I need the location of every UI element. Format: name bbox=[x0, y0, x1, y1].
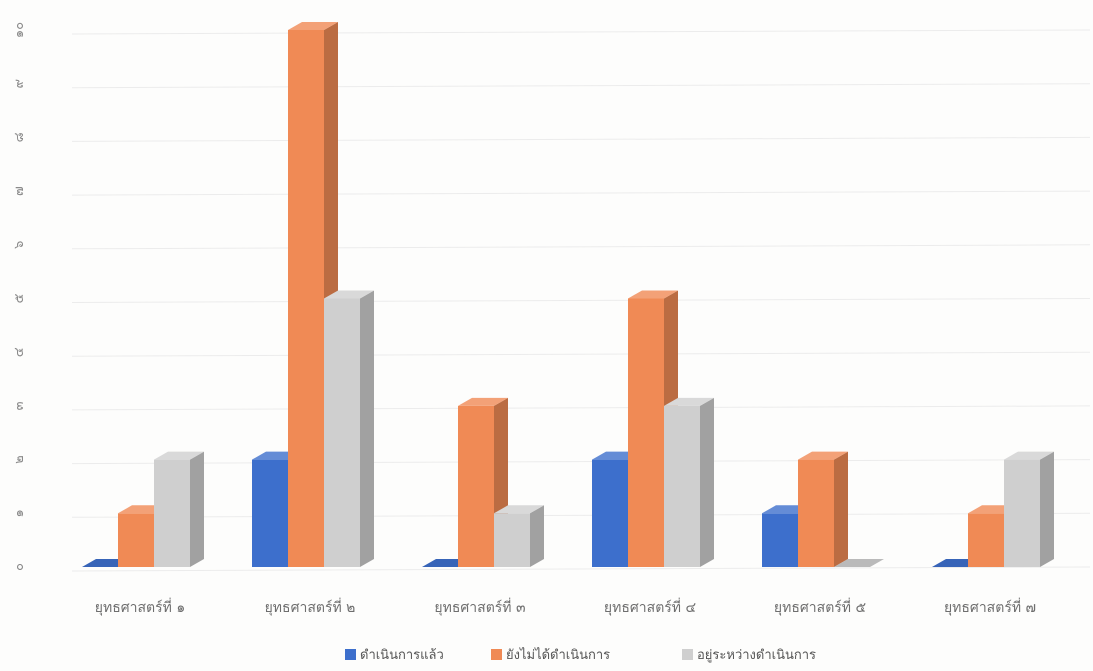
bar-side bbox=[530, 505, 544, 567]
bar-top bbox=[1004, 451, 1054, 460]
bar-side bbox=[834, 451, 848, 567]
bar-front bbox=[592, 459, 628, 567]
bar-top bbox=[288, 22, 338, 30]
bar-front bbox=[118, 513, 154, 567]
y-tick-label: ๑ bbox=[12, 509, 27, 517]
gridline bbox=[71, 83, 1091, 89]
bar-side bbox=[190, 451, 204, 567]
bar-front bbox=[324, 298, 360, 567]
bar bbox=[664, 397, 714, 567]
y-tick-label: ๑๐ bbox=[12, 22, 27, 38]
y-tick-label: ๗ bbox=[12, 186, 27, 196]
legend-swatch bbox=[682, 649, 693, 660]
y-tick-label: ๙ bbox=[12, 79, 27, 89]
y-tick-label: ๔ bbox=[12, 347, 27, 357]
bar-zero-plate bbox=[834, 559, 884, 567]
bar-side bbox=[360, 290, 374, 567]
y-tick-label: ๐ bbox=[12, 563, 27, 571]
gridlines bbox=[71, 29, 1091, 572]
x-category-label: ยุทธศาสตร์ที่ ๓ bbox=[434, 598, 525, 616]
gridline bbox=[71, 405, 1091, 411]
legend-label: ดำเนินการแล้ว bbox=[360, 648, 444, 663]
bar-front bbox=[628, 298, 664, 567]
legend-swatch bbox=[345, 649, 356, 660]
bar bbox=[324, 290, 374, 567]
bar bbox=[494, 505, 544, 567]
bar-side bbox=[700, 397, 714, 567]
x-category-label: ยุทธศาสตร์ที่ ๒ bbox=[265, 598, 356, 616]
x-category-label: ยุทธศาสตร์ที่ ๑ bbox=[95, 598, 185, 616]
bar-top bbox=[458, 397, 508, 406]
bar bbox=[834, 559, 884, 567]
gridline bbox=[71, 190, 1091, 196]
bar-top bbox=[664, 397, 714, 406]
bar-front bbox=[798, 459, 834, 567]
gridline bbox=[71, 566, 1091, 572]
y-tick-label: ๒ bbox=[12, 455, 27, 464]
bar bbox=[154, 451, 204, 567]
gridline bbox=[71, 29, 1091, 35]
gridline bbox=[71, 298, 1091, 303]
legend: ดำเนินการแล้ว ยังไม่ได้ดำเนินการ อยู่ระหว่… bbox=[345, 647, 816, 663]
gridline bbox=[71, 512, 1091, 518]
bar-top bbox=[494, 505, 544, 514]
bars bbox=[82, 22, 1054, 567]
legend-label: อยู่ระหว่างดำเนินการ bbox=[697, 648, 816, 663]
gridline bbox=[71, 459, 1091, 465]
legend-swatch bbox=[491, 649, 502, 660]
gridline bbox=[71, 136, 1091, 142]
bar-side bbox=[1040, 451, 1054, 567]
x-category-label: ยุทธศาสตร์ที่ ๔ bbox=[604, 598, 696, 616]
bar-front bbox=[1004, 459, 1040, 567]
x-category-label: ยุทธศาสตร์ที่ ๕ bbox=[774, 598, 866, 616]
y-tick-label: ๕ bbox=[12, 293, 27, 303]
bar bbox=[798, 451, 848, 567]
bar-front bbox=[494, 513, 530, 567]
y-tick-label: ๖ bbox=[12, 241, 27, 249]
y-tick-label: ๓ bbox=[12, 401, 27, 410]
legend-label: ยังไม่ได้ดำเนินการ bbox=[506, 647, 610, 663]
y-axis-ticks: ๐ ๑ ๒ ๓ ๔ ๕ ๖ ๗ ๘ ๙ ๑๐ bbox=[12, 22, 27, 571]
bar-front bbox=[664, 405, 700, 567]
y-tick-label: ๘ bbox=[12, 132, 27, 142]
bar-front bbox=[288, 30, 324, 567]
legend-item: ดำเนินการแล้ว bbox=[345, 648, 444, 663]
bar-front bbox=[762, 513, 798, 567]
bar-front bbox=[252, 459, 288, 567]
bar-front bbox=[154, 459, 190, 567]
bar-top bbox=[324, 290, 374, 299]
bar-front bbox=[458, 405, 494, 567]
bar-top bbox=[154, 451, 204, 460]
legend-item: ยังไม่ได้ดำเนินการ bbox=[491, 647, 610, 663]
gridline bbox=[71, 351, 1091, 357]
legend-item: อยู่ระหว่างดำเนินการ bbox=[682, 648, 816, 663]
x-axis-categories: ยุทธศาสตร์ที่ ๑ ยุทธศาสตร์ที่ ๒ ยุทธศาสตร์… bbox=[95, 598, 1036, 616]
bar-top bbox=[798, 451, 848, 460]
bar-front bbox=[968, 513, 1004, 567]
x-category-label: ยุทธศาสตร์ที่ ๗ bbox=[944, 598, 1036, 616]
bar bbox=[1004, 451, 1054, 567]
bar-top bbox=[628, 290, 678, 299]
gridline bbox=[71, 244, 1091, 250]
